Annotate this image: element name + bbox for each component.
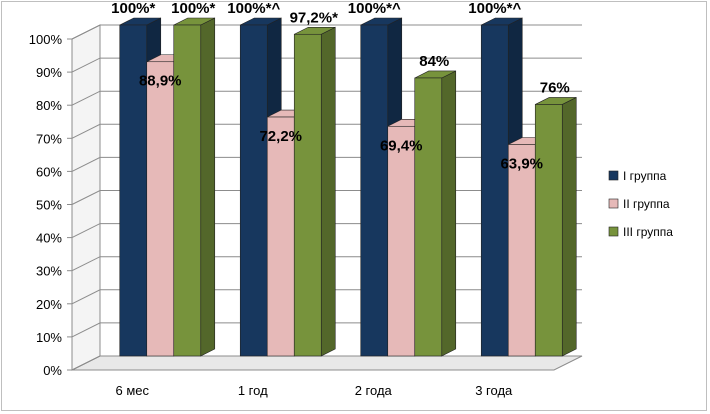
data-label: 100%*^	[227, 2, 280, 17]
data-label: 63,9%	[500, 155, 543, 172]
y-tick-label: 10%	[36, 330, 62, 345]
bar-side	[561, 96, 577, 357]
data-label: 88,9%	[139, 73, 182, 90]
bar-front	[414, 77, 443, 357]
bar-front	[146, 61, 175, 357]
bar-front	[480, 24, 509, 357]
legend-swatch	[608, 198, 619, 209]
bar-front	[534, 104, 563, 357]
y-tick-label: 0%	[43, 363, 62, 378]
bar-front	[119, 24, 148, 357]
data-label: 72,2%	[259, 128, 302, 145]
data-label: 100%*^	[468, 2, 521, 17]
bar-front	[173, 24, 202, 357]
y-tick-label: 90%	[36, 65, 62, 80]
bar-front	[507, 144, 536, 357]
bar-front	[360, 24, 389, 357]
gridline	[71, 57, 582, 73]
category-label: 3 года	[475, 383, 513, 398]
legend-swatch	[608, 170, 619, 181]
data-label: 76%	[540, 79, 570, 96]
bar	[293, 26, 336, 357]
y-tick-label: 70%	[36, 131, 62, 146]
data-label: 100%*	[111, 2, 155, 17]
data-label: 100%*^	[348, 2, 401, 17]
y-tick-label: 60%	[36, 164, 62, 179]
bar-front	[266, 116, 295, 357]
category-label: 6 мес	[115, 383, 149, 398]
floor	[71, 355, 583, 371]
y-tick-label: 80%	[36, 98, 62, 113]
bar-front	[293, 33, 322, 357]
data-label: 69,4%	[380, 137, 423, 154]
y-tick-label: 40%	[36, 231, 62, 246]
bar	[534, 96, 577, 357]
legend-label: III группа	[623, 225, 673, 239]
data-label: 97,2%*	[290, 9, 339, 26]
bar-side	[200, 17, 216, 357]
y-tick-label: 30%	[36, 264, 62, 279]
bar	[173, 17, 216, 357]
bar-front	[239, 24, 268, 357]
bar	[480, 17, 523, 357]
bar-side	[441, 70, 457, 357]
data-label: 84%	[419, 53, 449, 70]
legend-label: I группа	[623, 169, 667, 183]
legend-label: II группа	[623, 197, 670, 211]
category-label: 2 года	[355, 383, 393, 398]
bar-side	[320, 26, 336, 357]
gridline	[71, 24, 582, 40]
y-tick-label: 50%	[36, 198, 62, 213]
legend-swatch	[608, 226, 619, 237]
bar-front	[387, 125, 416, 357]
data-label: 100%*	[171, 2, 215, 17]
category-label: 1 год	[238, 383, 268, 398]
y-tick-label: 100%	[29, 32, 63, 47]
y-tick-label: 20%	[36, 297, 62, 312]
bar	[414, 70, 457, 357]
